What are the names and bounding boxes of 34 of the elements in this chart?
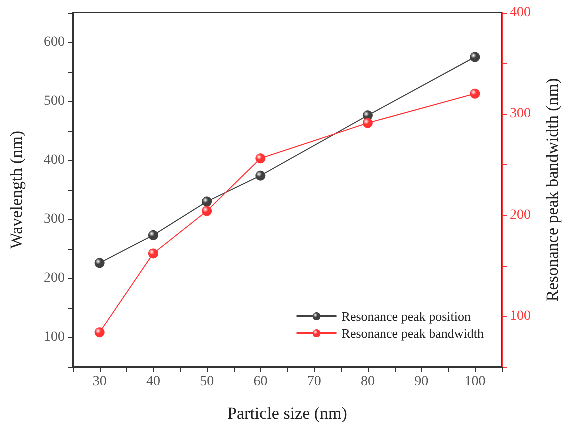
x-tick-label: 40	[146, 374, 160, 390]
point	[470, 52, 480, 62]
legend-label: Resonance peak bandwidth	[342, 326, 484, 341]
point	[148, 230, 158, 240]
x-tick-label: 50	[200, 374, 214, 390]
y-tick-label: 600	[44, 35, 65, 50]
point	[362, 118, 373, 128]
point	[256, 170, 266, 181]
point	[202, 196, 212, 207]
x-tick-label: 70	[307, 374, 322, 390]
x-tick-label: 90	[414, 374, 429, 390]
y-tick-label: 200	[44, 271, 65, 286]
point	[148, 248, 158, 259]
x-tick-label: 60	[254, 374, 268, 390]
point	[202, 206, 212, 216]
y-tick-label: 500	[44, 94, 65, 109]
y-tick-label: 400	[44, 153, 65, 168]
y2-tick-label: 100	[510, 308, 531, 324]
x-tick-label: 100	[464, 374, 486, 390]
point	[94, 258, 105, 268]
legend-label: Resonance peak position	[342, 309, 472, 324]
y-axis-title: Wavelength (nm)	[7, 130, 26, 250]
x-tick-label: 30	[92, 374, 107, 390]
y2-tick-label: 300	[510, 106, 531, 122]
x-tick-label: 80	[360, 374, 375, 390]
y-tick-label: 100	[44, 330, 65, 345]
point	[256, 154, 266, 164]
x-axis-title: Particle size (nm)	[228, 404, 348, 423]
y2-axis-title: Resonance peak bandwidth (nm)	[543, 78, 562, 302]
point	[470, 88, 480, 99]
y2-tick-label: 200	[510, 208, 531, 223]
y2-tick-label: 400	[510, 6, 531, 20]
point	[94, 328, 105, 338]
y-tick-label: 300	[44, 212, 65, 227]
